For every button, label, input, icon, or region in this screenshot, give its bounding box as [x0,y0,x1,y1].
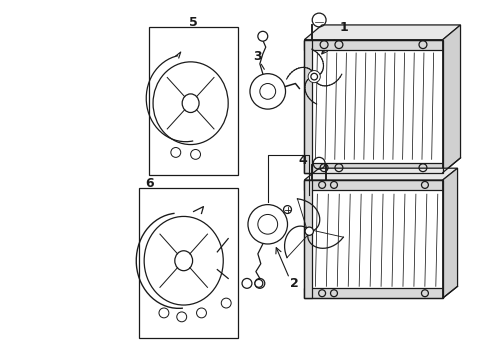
Bar [304,180,443,190]
Circle shape [255,278,265,288]
Bar [304,180,443,298]
Polygon shape [443,25,461,172]
Bar [139,188,238,338]
Bar [304,40,312,172]
Polygon shape [443,168,458,298]
Text: 4: 4 [298,154,307,167]
Ellipse shape [175,251,193,271]
Bar [304,288,443,298]
Ellipse shape [182,94,199,113]
Text: 3: 3 [253,50,262,63]
Circle shape [308,71,320,83]
Circle shape [258,31,268,41]
Bar [304,40,443,172]
Polygon shape [304,168,458,180]
Circle shape [284,206,292,213]
Circle shape [258,215,278,234]
Circle shape [305,227,314,235]
Bar [304,40,443,50]
Text: 1: 1 [340,21,348,34]
Circle shape [250,74,286,109]
Bar [304,180,312,298]
Circle shape [311,73,318,80]
Circle shape [248,204,288,244]
Text: 6: 6 [145,177,153,190]
Bar [304,163,443,172]
Ellipse shape [144,216,223,305]
Polygon shape [304,25,461,40]
Circle shape [255,279,263,287]
Text: 2: 2 [290,277,299,290]
Circle shape [242,278,252,288]
Circle shape [260,84,276,99]
Ellipse shape [153,62,228,145]
Bar [149,27,238,175]
Text: 5: 5 [189,16,198,29]
